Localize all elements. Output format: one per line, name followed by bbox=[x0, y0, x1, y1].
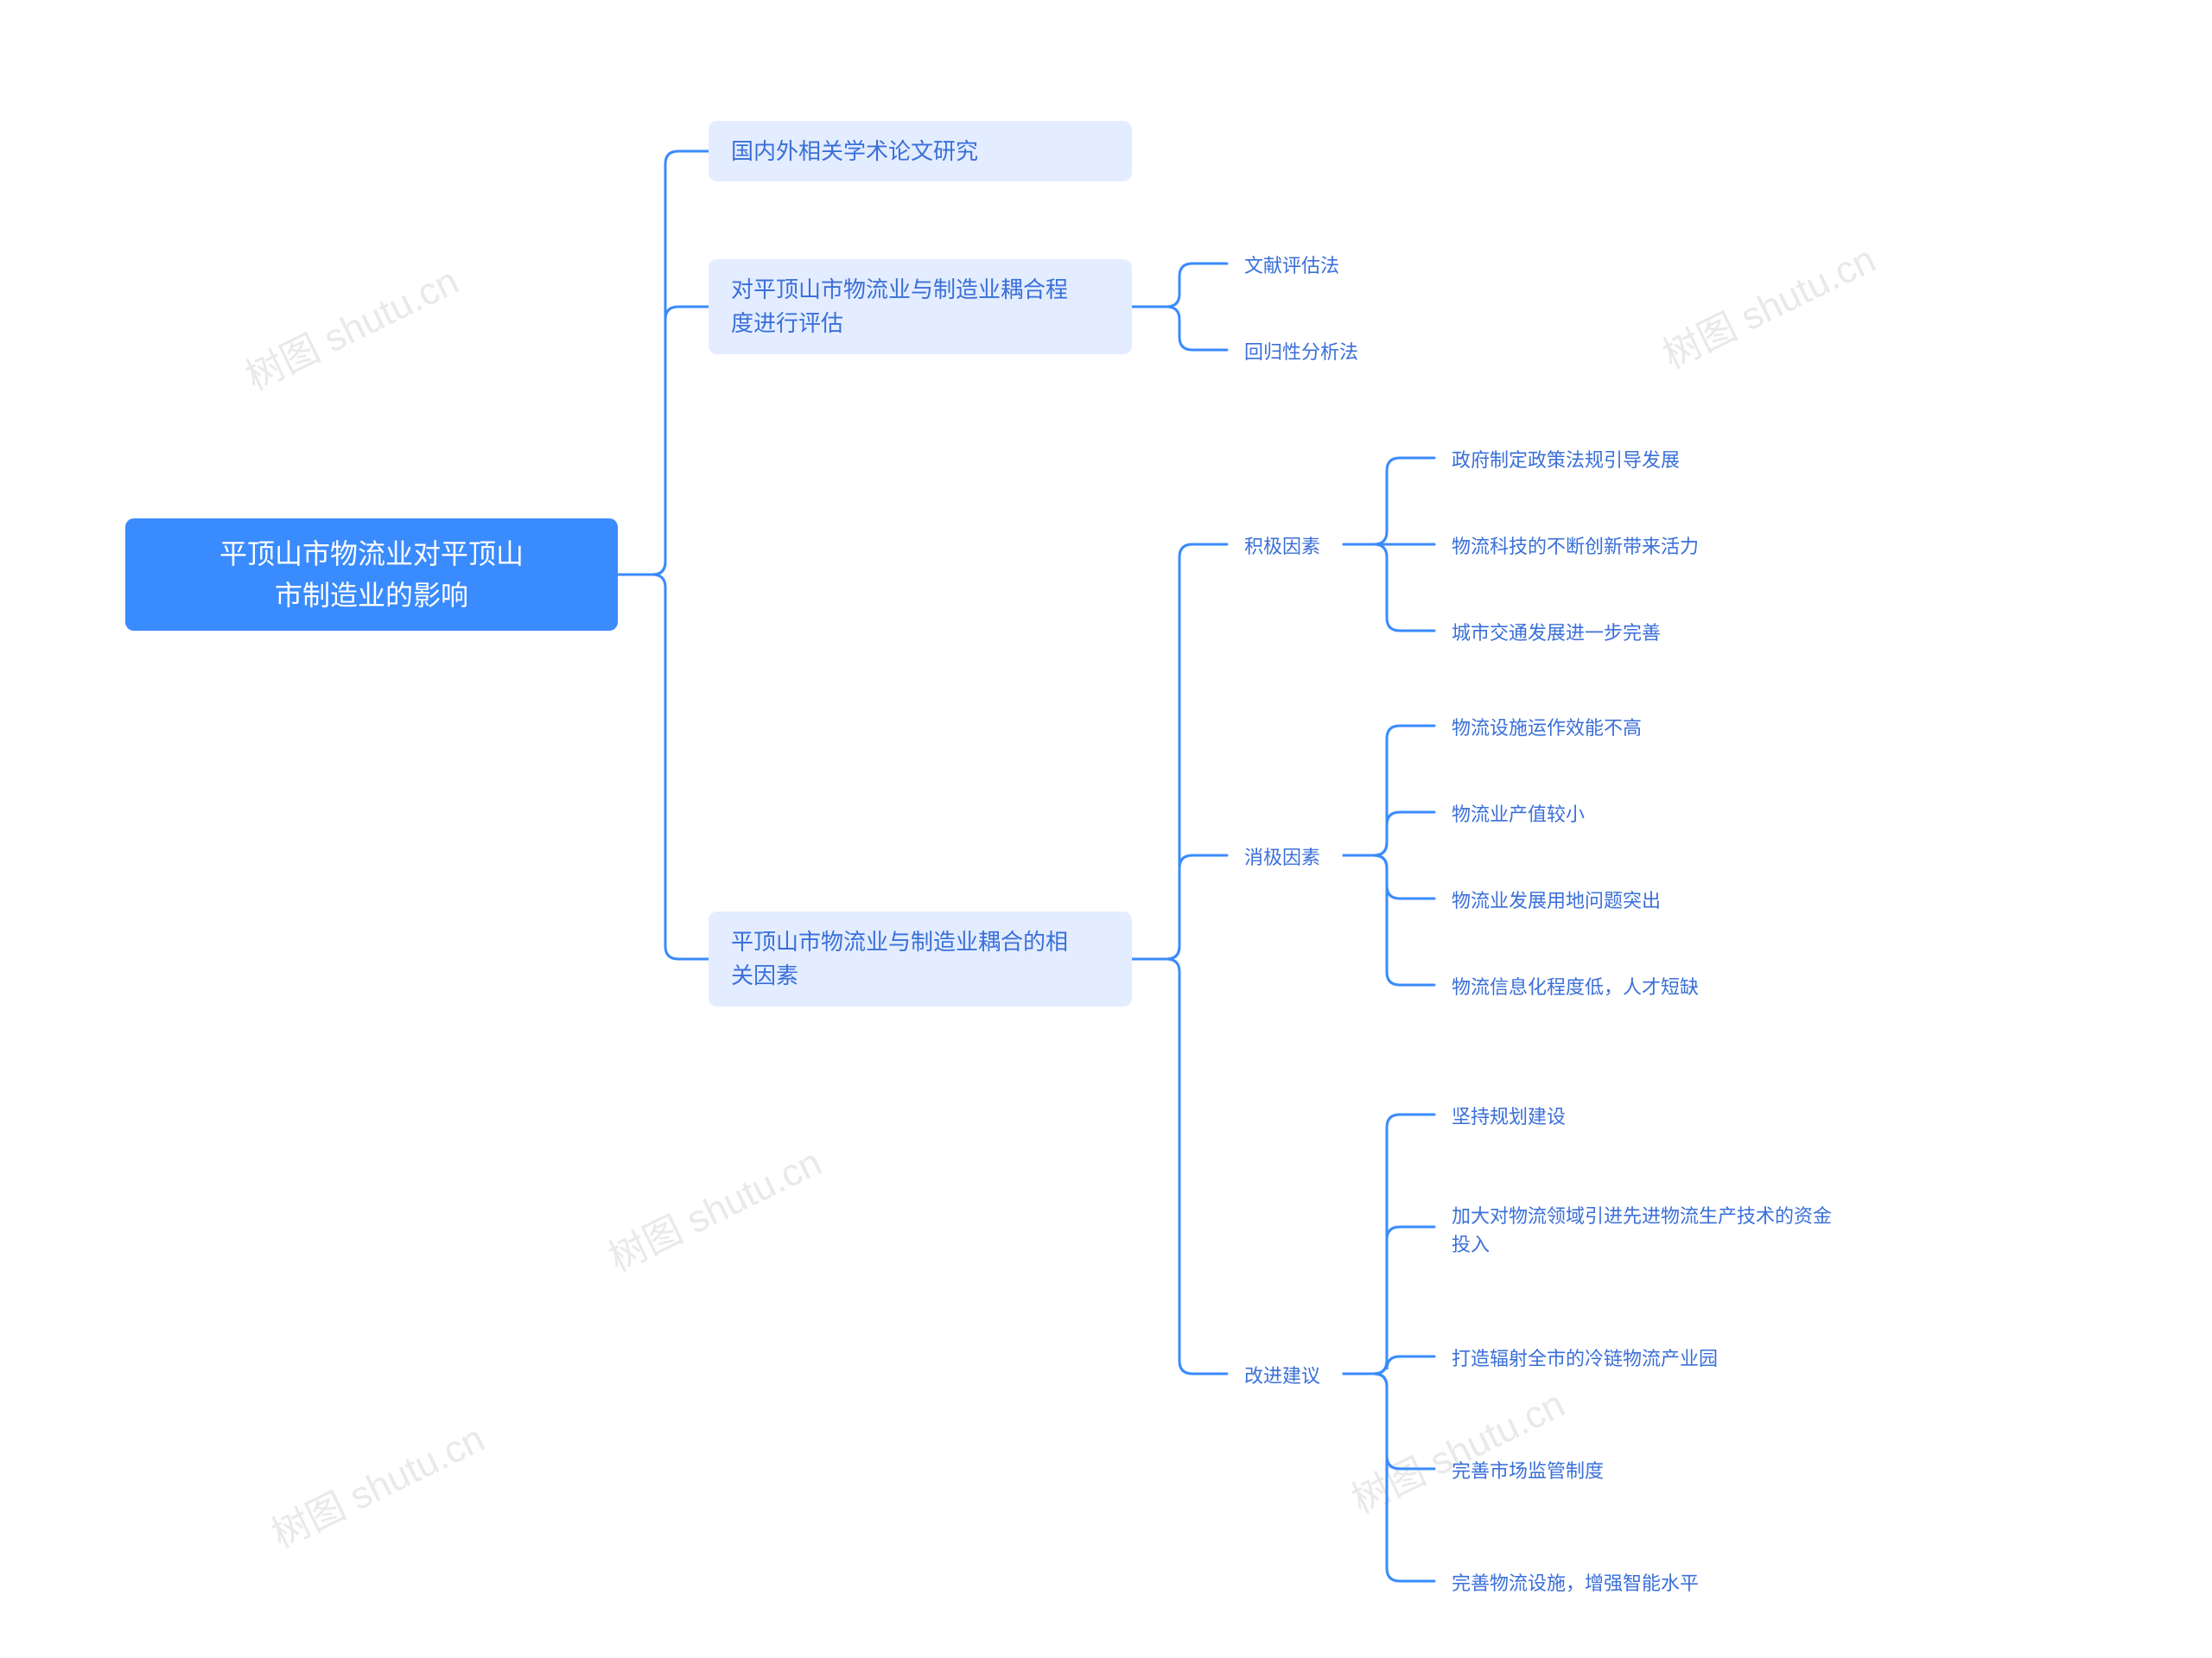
leaf-label: 打造辐射全市的冷链物流产业园 bbox=[1452, 1344, 1718, 1373]
leaf-sug-invest[interactable]: 加大对物流领域引进先进物流生产技术的资金 投入 bbox=[1443, 1197, 1910, 1264]
watermark: 树图 shutu.cn bbox=[235, 251, 467, 401]
node-positive-factors[interactable]: 积极因素 bbox=[1236, 527, 1329, 566]
level1-node-research[interactable]: 国内外相关学术论文研究 bbox=[709, 121, 1132, 181]
leaf-neg-output[interactable]: 物流业产值较小 bbox=[1443, 795, 1593, 834]
n3-line1: 平顶山市物流业与制造业耦合的相 bbox=[731, 929, 1068, 955]
leaf-pos-policy[interactable]: 政府制定政策法规引导发展 bbox=[1443, 441, 1688, 480]
leaf-neg-land[interactable]: 物流业发展用地问题突出 bbox=[1443, 881, 1669, 920]
level1-label: 国内外相关学术论文研究 bbox=[731, 135, 978, 168]
leaf-pos-tech[interactable]: 物流科技的不断创新带来活力 bbox=[1443, 527, 1707, 566]
leaf-sug-regulation[interactable]: 完善市场监管制度 bbox=[1443, 1452, 1612, 1490]
root-label: 平顶山市物流业对平顶山 市制造业的影响 bbox=[219, 533, 524, 616]
n3-line2: 关因素 bbox=[731, 962, 798, 988]
leaf-label: 文献评估法 bbox=[1244, 251, 1339, 280]
watermark: 树图 shutu.cn bbox=[598, 1132, 830, 1282]
leaf-label: 物流业发展用地问题突出 bbox=[1452, 886, 1661, 915]
leaf-label: 政府制定政策法规引导发展 bbox=[1452, 446, 1680, 474]
level1-node-factors[interactable]: 平顶山市物流业与制造业耦合的相 关因素 bbox=[709, 912, 1132, 1007]
watermark: 树图 shutu.cn bbox=[1341, 1374, 1573, 1524]
s2-line1: 加大对物流领域引进先进物流生产技术的资金 bbox=[1452, 1205, 1832, 1227]
watermark: 树图 shutu.cn bbox=[1652, 229, 1884, 379]
leaf-literature-method[interactable]: 文献评估法 bbox=[1236, 246, 1348, 285]
leaf-pos-transport[interactable]: 城市交通发展进一步完善 bbox=[1443, 613, 1669, 652]
node-suggestions[interactable]: 改进建议 bbox=[1236, 1356, 1329, 1395]
leaf-neg-info[interactable]: 物流信息化程度低，人才短缺 bbox=[1443, 968, 1707, 1007]
level1-label: 对平顶山市物流业与制造业耦合程 度进行评估 bbox=[731, 273, 1068, 340]
level1-label: 平顶山市物流业与制造业耦合的相 关因素 bbox=[731, 925, 1068, 993]
n2-line1: 对平顶山市物流业与制造业耦合程 bbox=[731, 276, 1068, 302]
leaf-label: 物流设施运作效能不高 bbox=[1452, 714, 1642, 742]
leaf-label: 加大对物流领域引进先进物流生产技术的资金 投入 bbox=[1452, 1202, 1832, 1259]
leaf-label: 坚持规划建设 bbox=[1452, 1102, 1566, 1131]
node-label: 改进建议 bbox=[1244, 1362, 1320, 1390]
root-label-line2: 市制造业的影响 bbox=[275, 580, 468, 611]
leaf-sug-planning[interactable]: 坚持规划建设 bbox=[1443, 1097, 1574, 1136]
leaf-label: 物流业产值较小 bbox=[1452, 800, 1585, 829]
leaf-sug-facilities[interactable]: 完善物流设施，增强智能水平 bbox=[1443, 1564, 1707, 1603]
connector-layer bbox=[0, 0, 2212, 1658]
node-label: 消极因素 bbox=[1244, 843, 1320, 872]
leaf-label: 物流科技的不断创新带来活力 bbox=[1452, 532, 1699, 561]
level1-node-evaluation[interactable]: 对平顶山市物流业与制造业耦合程 度进行评估 bbox=[709, 259, 1132, 354]
leaf-label: 回归性分析法 bbox=[1244, 338, 1358, 366]
root-label-line1: 平顶山市物流业对平顶山 bbox=[219, 538, 524, 569]
leaf-label: 物流信息化程度低，人才短缺 bbox=[1452, 973, 1699, 1001]
leaf-label: 完善物流设施，增强智能水平 bbox=[1452, 1569, 1699, 1598]
watermark: 树图 shutu.cn bbox=[261, 1408, 493, 1559]
leaf-regression-method[interactable]: 回归性分析法 bbox=[1236, 333, 1367, 372]
leaf-sug-coldchain[interactable]: 打造辐射全市的冷链物流产业园 bbox=[1443, 1339, 1726, 1378]
s2-line2: 投入 bbox=[1452, 1234, 1490, 1255]
root-node[interactable]: 平顶山市物流业对平顶山 市制造业的影响 bbox=[125, 518, 618, 631]
node-label: 积极因素 bbox=[1244, 532, 1320, 561]
leaf-neg-efficiency[interactable]: 物流设施运作效能不高 bbox=[1443, 708, 1650, 747]
leaf-label: 完善市场监管制度 bbox=[1452, 1457, 1604, 1485]
leaf-label: 城市交通发展进一步完善 bbox=[1452, 619, 1661, 647]
node-negative-factors[interactable]: 消极因素 bbox=[1236, 838, 1329, 877]
n2-line2: 度进行评估 bbox=[731, 310, 843, 336]
